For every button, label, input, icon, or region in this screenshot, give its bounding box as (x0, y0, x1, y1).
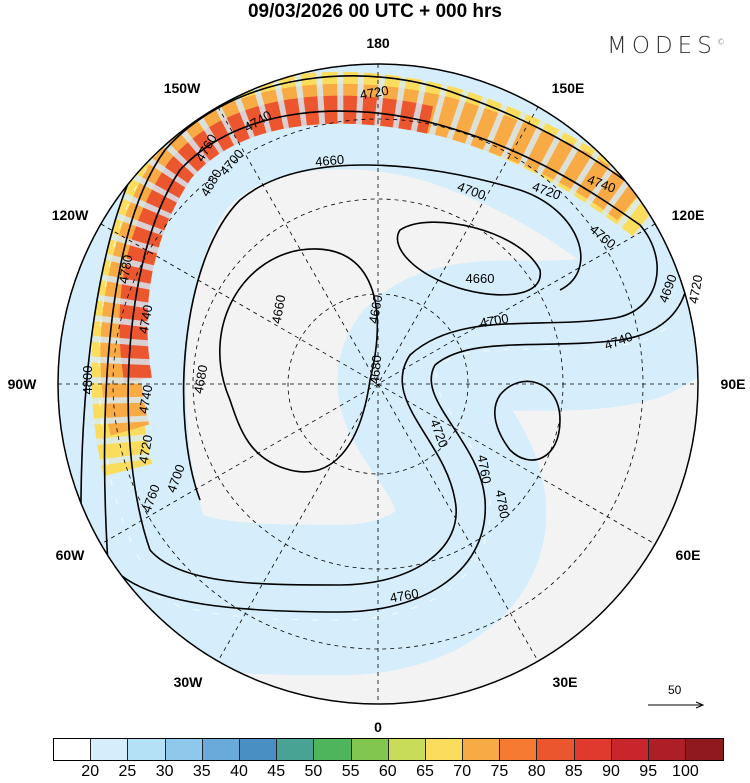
colorbar-ticks: 20 25 30 35 40 45 50 55 60 65 70 75 80 85 90 95 100 (0, 763, 750, 783)
longitude-label: 30E (552, 674, 578, 690)
colorbar-tick-label: 85 (564, 763, 583, 780)
colorbar-swatch (537, 739, 575, 760)
contour-label: 4660 (315, 152, 345, 169)
contour-label: 4720 (686, 274, 706, 305)
map-border (57, 63, 699, 705)
longitude-label: 60W (55, 547, 85, 563)
contour-label: 4740 (136, 304, 156, 335)
chart-title: 09/03/2026 00 UTC + 000 hrs (247, 1, 503, 22)
colorbar-swatch (574, 739, 612, 760)
colorbar-swatch (91, 739, 129, 760)
longitude-label: 120E (671, 207, 705, 223)
modes-logo: MODES© (607, 33, 725, 59)
contour-label: 4700 (479, 311, 510, 331)
colorbar-tick-label: 55 (341, 763, 360, 780)
reference-vector-label: 50 (668, 683, 682, 697)
colorbar-tick-label: 50 (304, 763, 323, 780)
colorbar-tick-label: 100 (672, 763, 699, 780)
colorbar-swatch (202, 739, 240, 760)
contour-label: 4660 (366, 294, 386, 325)
colorbar-swatch (388, 739, 426, 760)
logo-mark: © (716, 37, 725, 47)
colorbar-swatch (277, 739, 315, 760)
longitude-label: 120W (51, 207, 89, 223)
colorbar-swatch (463, 739, 501, 760)
colorbar-swatch (239, 739, 278, 760)
longitude-label: 150E (551, 80, 585, 96)
longitude-label: 0 (374, 719, 382, 735)
colorbar-swatch (686, 739, 724, 760)
colorbar-tick-label: 40 (230, 763, 248, 780)
contour-label: 4780 (116, 254, 136, 285)
contour-label: 4760 (389, 586, 420, 606)
colorbar-swatch (500, 739, 538, 760)
longitude-label: 90E (720, 376, 746, 392)
contour-label: 4720 (359, 83, 390, 103)
longitude-label: 90W (7, 376, 37, 392)
colorbar-tick-label: 80 (527, 763, 546, 780)
contour-label: 4760 (475, 454, 495, 485)
longitude-label: 150W (163, 80, 201, 96)
colorbar-swatch (165, 739, 203, 760)
arrowhead-icon (695, 701, 705, 709)
contour-label: 4680 (367, 355, 384, 385)
colorbar-tick-label: 60 (378, 763, 397, 780)
contour-label: 4680 (191, 364, 211, 395)
contour-label: 4800 (80, 366, 95, 395)
colorbar-swatch (128, 739, 166, 760)
logo-text: MODES (607, 33, 717, 59)
colorbar-swatch (649, 739, 687, 760)
colorbar-tick-label: 20 (81, 763, 100, 780)
graticule (58, 64, 698, 704)
colorbar-swatch (314, 739, 352, 760)
colorbar-tick-label: 25 (118, 763, 137, 780)
colorbar-swatch (351, 739, 389, 760)
colorbar-tick-label: 70 (453, 763, 472, 780)
colorbar-tick-label: 65 (416, 763, 434, 780)
longitude-label: 30W (173, 674, 203, 690)
colorbar-swatch (425, 739, 464, 760)
longitude-label: 180 (366, 35, 390, 51)
contour-label: 4660 (269, 294, 289, 325)
colorbar-swatch (611, 739, 649, 760)
contour-label: 4780 (493, 489, 513, 520)
colorbar-swatch (54, 739, 92, 760)
colorbar-tick-label: 75 (490, 763, 509, 780)
colorbar (53, 738, 725, 761)
colorbar-tick-label: 30 (155, 763, 174, 780)
colorbar-tick-label: 45 (267, 763, 286, 780)
colorbar-tick-label: 90 (602, 763, 620, 780)
colorbar-tick-label: 35 (192, 763, 211, 780)
contour-label: 4740 (136, 384, 156, 415)
contour-label: 4720 (136, 434, 156, 465)
colorbar-tick-label: 95 (639, 763, 658, 780)
contour-label: 4660 (466, 271, 495, 286)
longitude-label: 60E (675, 547, 701, 563)
